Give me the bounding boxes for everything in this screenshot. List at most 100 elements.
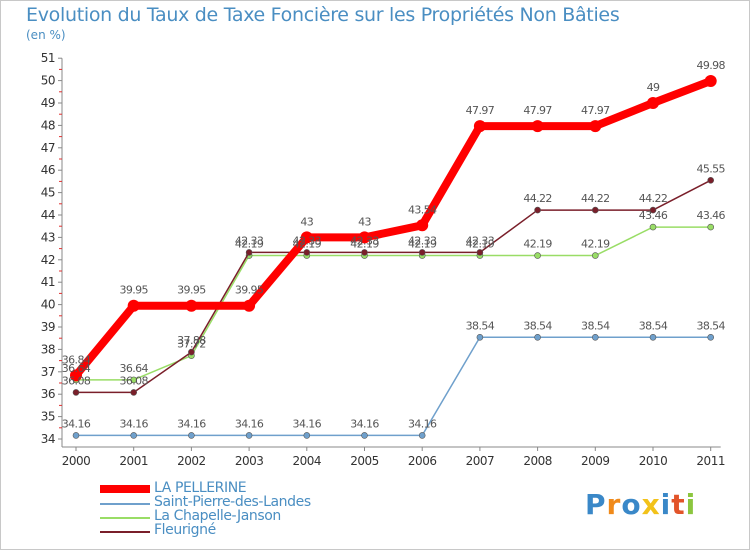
y-tick-label: 43	[41, 230, 55, 244]
y-tick-label: 44	[41, 208, 55, 222]
data-label: 49.98	[696, 59, 725, 72]
x-tick-label: 2006	[408, 454, 437, 468]
data-point	[476, 334, 484, 341]
data-point	[243, 299, 256, 312]
data-label: 42.33	[350, 234, 379, 247]
x-tick-label: 2007	[466, 454, 495, 468]
data-label: 47.97	[581, 104, 610, 117]
data-point	[361, 249, 368, 256]
y-tick-label: 38	[41, 342, 55, 356]
data-label: 43	[358, 215, 371, 228]
legend-label: LA PELLERINE	[154, 480, 247, 496]
logo-letter: t	[671, 488, 686, 521]
data-label: 49	[647, 81, 660, 94]
data-point	[303, 432, 311, 439]
data-point	[300, 231, 313, 244]
data-point	[130, 432, 137, 439]
data-point	[358, 231, 371, 244]
data-point	[418, 432, 426, 439]
x-tick-label: 2003	[235, 454, 264, 468]
y-tick-label: 48	[41, 118, 55, 132]
data-point	[361, 432, 368, 439]
data-label: 34.16	[293, 417, 322, 430]
y-tick-label: 37	[41, 365, 55, 379]
y-tick-label: 34	[41, 432, 55, 446]
data-label: 39.95	[119, 284, 148, 297]
legend-swatch	[100, 517, 150, 519]
data-point	[130, 376, 137, 384]
data-point	[416, 219, 429, 232]
x-tick-label: 2000	[62, 454, 91, 468]
data-label: 34.16	[350, 417, 379, 430]
data-label: 38.54	[466, 319, 495, 332]
data-label: 34.16	[119, 417, 148, 430]
legend-label: Saint-Pierre-des-Landes	[154, 494, 311, 510]
data-point	[188, 432, 195, 439]
data-point	[130, 389, 137, 396]
data-label: 38.54	[696, 319, 725, 332]
data-point	[649, 206, 657, 214]
data-point	[245, 249, 253, 256]
x-tick-label: 2001	[119, 454, 148, 468]
data-point	[72, 389, 80, 396]
x-tick-label: 2009	[581, 454, 610, 468]
data-point	[303, 249, 311, 256]
y-tick-label: 40	[41, 298, 55, 312]
data-label: 38.54	[639, 319, 668, 332]
y-tick-label: 41	[41, 275, 55, 289]
data-point	[649, 334, 657, 341]
y-tick-label: 36	[41, 387, 55, 401]
y-tick-label: 49	[41, 96, 55, 110]
data-label: 43	[300, 215, 313, 228]
data-point	[589, 120, 602, 133]
data-point	[476, 249, 484, 256]
legend-label: Fleurigné	[154, 522, 216, 538]
x-tick-label: 2008	[523, 454, 552, 468]
data-label: 38.54	[523, 319, 552, 332]
data-label: 42.33	[293, 234, 322, 247]
data-label: 44.22	[581, 192, 610, 205]
logo-letter: P	[585, 488, 607, 521]
data-label: 42.19	[235, 238, 264, 251]
data-point	[534, 334, 541, 341]
data-label: 34.16	[408, 417, 437, 430]
legend-swatch	[100, 531, 150, 533]
data-label: 34.16	[235, 417, 264, 430]
data-label: 36.64	[119, 362, 148, 375]
data-point	[185, 299, 198, 312]
data-label: 42.19	[466, 238, 495, 251]
data-label: 38.54	[581, 319, 610, 332]
logo-letter: i	[685, 488, 697, 521]
data-point	[188, 348, 195, 356]
data-point	[591, 252, 599, 259]
data-label: 42.33	[235, 234, 264, 247]
y-tick-label: 39	[41, 320, 55, 334]
data-point	[473, 120, 486, 133]
data-label: 36.64	[62, 362, 91, 375]
y-tick-label: 47	[41, 141, 55, 155]
data-point	[591, 334, 599, 341]
data-point	[534, 206, 541, 214]
x-tick-label: 2011	[696, 454, 725, 468]
data-label: 42.33	[466, 234, 495, 247]
data-label: 47.97	[466, 104, 495, 117]
data-point	[649, 223, 657, 231]
data-point	[534, 252, 541, 259]
data-label: 42.33	[408, 234, 437, 247]
y-tick-label: 50	[41, 74, 55, 88]
x-tick-label: 2004	[293, 454, 322, 468]
x-tick-label: 2002	[177, 454, 206, 468]
proxiti-logo: Proxiti	[585, 488, 696, 521]
series-line	[72, 77, 715, 380]
y-tick-label: 51	[41, 51, 55, 65]
legend-swatch	[100, 503, 150, 505]
x-tick-label: 2010	[639, 454, 668, 468]
data-label: 37.88	[177, 334, 206, 347]
data-label: 47.97	[523, 104, 552, 117]
legend-label: La Chapelle-Janson	[154, 508, 281, 524]
data-label: 42.19	[350, 238, 379, 251]
data-label: 39.95	[235, 284, 264, 297]
series-line	[75, 179, 712, 394]
data-label: 42.19	[293, 238, 322, 251]
